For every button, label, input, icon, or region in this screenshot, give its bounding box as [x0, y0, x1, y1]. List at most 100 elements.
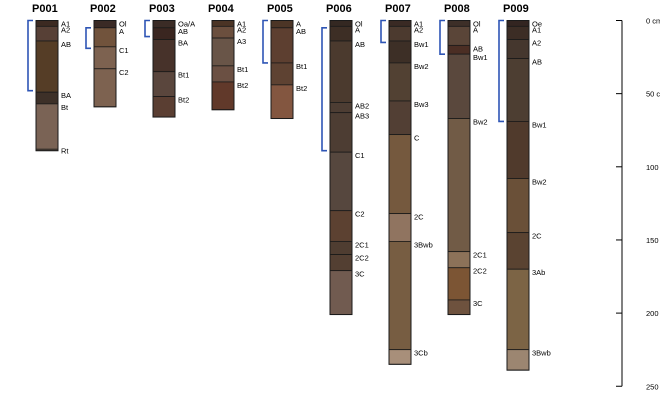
horizon-block [388, 241, 412, 351]
depth-bracket [144, 19, 150, 38]
profile-title: P009 [503, 3, 529, 15]
horizon-block [447, 20, 471, 27]
horizon-block [329, 151, 353, 212]
scale-tick-label: 0 cm [646, 17, 660, 26]
horizon-block [152, 71, 176, 97]
horizon-block [447, 53, 471, 119]
profile-outline [35, 20, 59, 152]
horizon-block [329, 40, 353, 103]
horizon-label: Rt [61, 147, 69, 156]
horizon-block [447, 251, 471, 269]
horizon-block [329, 210, 353, 242]
horizon-label: Bw2 [414, 62, 429, 71]
horizon-block [270, 84, 294, 119]
horizon-block [506, 349, 530, 371]
horizon-block [270, 20, 294, 29]
profiles-layer: P001A1A2ABBABtRtP002OlAC1C2P003Oa/AABBAB… [27, 3, 551, 371]
horizon-label: 2C1 [355, 240, 369, 249]
horizon-block [447, 267, 471, 301]
horizon-block [270, 27, 294, 64]
profile-outline [152, 20, 176, 118]
horizon-label: Ol [119, 20, 127, 29]
horizon-block [211, 81, 235, 111]
horizon-block [93, 68, 117, 108]
horizon-label: A2 [61, 25, 70, 34]
horizon-label: AB2 [355, 101, 369, 110]
horizon-label: A1 [414, 20, 423, 29]
horizon-label: A [355, 25, 360, 34]
profile-outline [93, 20, 117, 108]
horizon-block [329, 20, 353, 27]
horizon-block [211, 20, 235, 27]
horizon-label: A3 [237, 37, 246, 46]
scale-tick-label: 150 cm [646, 236, 660, 245]
horizon-block [93, 20, 117, 29]
horizon-block [388, 25, 412, 42]
profile-outline [388, 20, 412, 365]
horizon-block [388, 40, 412, 64]
depth-bracket [498, 19, 504, 123]
horizon-label: Bw2 [532, 178, 547, 187]
horizon-label: C2 [355, 210, 365, 219]
horizon-label: 3Bwb [532, 349, 551, 358]
horizon-block [152, 20, 176, 29]
profile-title: P002 [90, 3, 116, 15]
horizon-label: 3Cb [414, 349, 428, 358]
profile-outline [211, 20, 235, 111]
horizon-label: Bt1 [178, 71, 189, 80]
scale-tick-label: 50 cm [646, 90, 660, 99]
horizon-block [506, 232, 530, 270]
profile-title: P006 [326, 3, 352, 15]
horizon-block [329, 102, 353, 114]
depth-bracket [321, 27, 327, 152]
horizon-block [211, 25, 235, 39]
horizon-block [388, 100, 412, 136]
scale-tick-label: 100 cm [646, 163, 660, 172]
depth-bracket [85, 27, 91, 50]
horizon-block [211, 65, 235, 83]
horizon-block [329, 112, 353, 153]
horizon-label: A [473, 25, 478, 34]
horizon-label: Oa/A [178, 20, 195, 29]
horizon-label: Ol [473, 20, 481, 29]
horizon-block [35, 25, 59, 42]
horizon-label: C1 [119, 46, 129, 55]
horizon-label: A [296, 20, 301, 29]
horizon-label: Bt1 [237, 65, 248, 74]
horizon-label: Bw1 [532, 120, 547, 129]
horizon-label: AB [61, 40, 71, 49]
horizon-label: BA [178, 39, 188, 48]
horizon-block [388, 349, 412, 365]
horizon-block [152, 27, 176, 40]
horizon-label: C [414, 134, 420, 143]
horizon-label: A1 [237, 20, 246, 29]
horizon-block [35, 20, 59, 27]
depth-bracket [380, 19, 386, 44]
horizon-block [211, 37, 235, 67]
horizon-block [329, 25, 353, 42]
horizon-label: C2 [119, 68, 129, 77]
horizon-block [447, 25, 471, 46]
horizon-block [447, 44, 471, 55]
profile-outline [270, 20, 294, 120]
horizon-label: Bw1 [473, 53, 488, 62]
horizon-label: Ol [355, 20, 363, 29]
horizon-block [329, 270, 353, 315]
horizon-label: 3Ab [532, 268, 545, 277]
horizon-block [152, 96, 176, 118]
horizon-label: C1 [355, 151, 365, 160]
horizon-block [270, 62, 294, 86]
horizon-label: Bw2 [473, 118, 488, 127]
horizon-label: AB [532, 58, 542, 67]
horizon-block [93, 46, 117, 70]
horizon-label: 2C2 [473, 267, 487, 276]
horizon-label: 3Bwb [414, 240, 433, 249]
horizon-block [506, 20, 530, 27]
horizon-block [506, 58, 530, 122]
